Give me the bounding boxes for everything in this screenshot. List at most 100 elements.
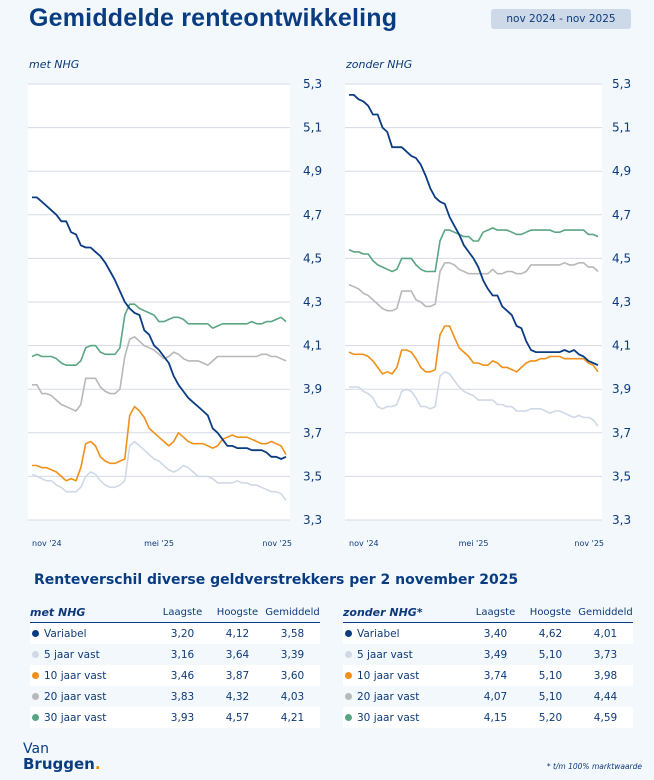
cell-hoogste: 4,62: [538, 627, 563, 640]
cell-laagste: 3,83: [170, 690, 195, 703]
row-label: 20 jaar vast: [343, 691, 468, 703]
cell-laagste: 3,46: [170, 669, 195, 682]
table-row: 20 jaar vast 4,07 5,10 4,44: [343, 686, 633, 707]
cell-hoogste: 4,57: [225, 711, 250, 724]
cell-hoogste: 5,10: [538, 690, 563, 703]
logo-line2: Bruggen.: [23, 757, 101, 772]
y-tick-label: 5,3: [612, 77, 631, 91]
section-title: Renteverschil diverse geldverstrekkers p…: [34, 572, 519, 588]
x-tick-label: mei '25: [459, 539, 489, 548]
row-label: 30 jaar vast: [343, 712, 468, 724]
y-tick-label: 4,9: [303, 164, 322, 178]
row-label: 10 jaar vast: [30, 670, 155, 682]
cell-gemiddeld: 4,21: [280, 711, 305, 724]
cell-laagste: 4,07: [483, 690, 508, 703]
row-label: Variabel: [343, 628, 468, 640]
cell-hoogste: 4,32: [225, 690, 250, 703]
footnote: * t/m 100% marktwaarde: [546, 762, 642, 771]
series-line-10y: [32, 405, 287, 482]
col-header-gemiddeld: Gemiddeld: [578, 607, 633, 618]
y-tick-label: 4,1: [612, 339, 631, 353]
table-row: 5 jaar vast 3,49 5,10 3,73: [343, 644, 633, 665]
cell-laagste: 3,74: [483, 669, 508, 682]
col-header-gemiddeld: Gemiddeld: [265, 607, 320, 618]
y-tick-label: 4,3: [612, 295, 631, 309]
row-label: 5 jaar vast: [30, 649, 155, 661]
cell-gemiddeld: 4,44: [593, 690, 618, 703]
cell-gemiddeld: 3,73: [593, 648, 618, 661]
series-line-5y: [349, 370, 599, 427]
cell-gemiddeld: 3,58: [280, 627, 305, 640]
table-row: 30 jaar vast 4,15 5,20 4,59: [343, 707, 633, 728]
col-header-laagste: Laagste: [162, 607, 203, 618]
x-tick-label: nov '25: [574, 539, 604, 548]
x-tick-label: mei '25: [144, 539, 174, 548]
legend-dot-icon: [32, 672, 39, 679]
row-label: 5 jaar vast: [343, 649, 468, 661]
logo-dot: .: [94, 755, 101, 773]
logo-name: Bruggen: [23, 755, 95, 773]
y-tick-label: 3,5: [303, 469, 322, 483]
row-label: 30 jaar vast: [30, 712, 155, 724]
cell-gemiddeld: 4,03: [280, 690, 305, 703]
table-header: zonder NHG* Laagste Hoogste Gemiddeld: [343, 603, 633, 623]
row-label-text: 5 jaar vast: [44, 648, 100, 661]
cell-hoogste: 3,87: [225, 669, 250, 682]
row-label: 20 jaar vast: [30, 691, 155, 703]
row-label-text: Variabel: [357, 627, 400, 640]
y-tick-label: 3,5: [612, 469, 631, 483]
x-tick-label: nov '24: [32, 539, 62, 548]
table-row: 10 jaar vast 3,46 3,87 3,60: [30, 665, 320, 686]
chart-title-met-nhg: met NHG: [29, 58, 80, 71]
col-header-laagste: Laagste: [475, 607, 516, 618]
y-tick-label: 3,3: [303, 513, 322, 527]
y-tick-label: 4,3: [303, 295, 322, 309]
table-title: zonder NHG*: [343, 606, 423, 619]
legend-dot-icon: [345, 672, 352, 679]
chart-met-nhg: 5,3 5,1 4,9 4,7 4,5 4,3 4,1 3,9 3,7 3,5 3,3 nov '24…: [28, 77, 322, 548]
y-tick-label: 4,7: [303, 208, 322, 222]
row-label-text: 20 jaar vast: [357, 690, 420, 703]
y-tick-label: 4,5: [303, 251, 322, 265]
y-tick-label: 5,1: [303, 121, 322, 135]
y-tick-label: 5,3: [303, 77, 322, 91]
x-tick-label: nov '24: [349, 539, 379, 548]
cell-gemiddeld: 3,60: [280, 669, 305, 682]
row-label-text: 5 jaar vast: [357, 648, 413, 661]
cell-laagste: 3,40: [483, 627, 508, 640]
series-line-5y: [31, 440, 287, 501]
series-line-30y: [31, 303, 287, 367]
table-row: Variabel 3,20 4,12 3,58: [30, 623, 320, 644]
legend-dot-icon: [345, 714, 352, 721]
y-tick-label: 3,3: [612, 513, 631, 527]
row-label-text: 10 jaar vast: [44, 669, 107, 682]
table-row: 10 jaar vast 3,74 5,10 3,98: [343, 665, 633, 686]
legend-dot-icon: [345, 651, 352, 658]
series-line-20y: [348, 262, 599, 312]
table-row: 30 jaar vast 3,93 4,57 4,21: [30, 707, 320, 728]
series-line-20y: [32, 336, 287, 412]
period-badge: nov 2024 - nov 2025: [491, 9, 631, 29]
y-tick-label: 3,7: [303, 426, 322, 440]
y-tick-label: 5,1: [612, 121, 631, 135]
y-tick-label: 4,1: [303, 339, 322, 353]
table-zonder-nhg: zonder NHG* Laagste Hoogste Gemiddeld Va…: [343, 603, 633, 728]
series-line-variabel: [349, 93, 599, 367]
row-label-text: Variabel: [44, 627, 87, 640]
cell-hoogste: 4,12: [225, 627, 250, 640]
legend-dot-icon: [32, 630, 39, 637]
cell-laagste: 3,20: [170, 627, 195, 640]
series-line-variabel: [32, 196, 287, 460]
col-header-hoogste: Hoogste: [216, 607, 259, 618]
table-title: met NHG: [30, 606, 86, 619]
table-row: Variabel 3,40 4,62 4,01: [343, 623, 633, 644]
legend-dot-icon: [32, 714, 39, 721]
cell-hoogste: 3,64: [225, 648, 250, 661]
page-title: Gemiddelde renteontwikkeling: [29, 4, 398, 32]
legend-dot-icon: [32, 693, 39, 700]
cell-gemiddeld: 3,98: [593, 669, 618, 682]
y-tick-label: 4,5: [612, 251, 631, 265]
legend-dot-icon: [345, 630, 352, 637]
table-met-nhg: met NHG Laagste Hoogste Gemiddeld Variab…: [30, 603, 320, 728]
table-row: 20 jaar vast 3,83 4,32 4,03: [30, 686, 320, 707]
